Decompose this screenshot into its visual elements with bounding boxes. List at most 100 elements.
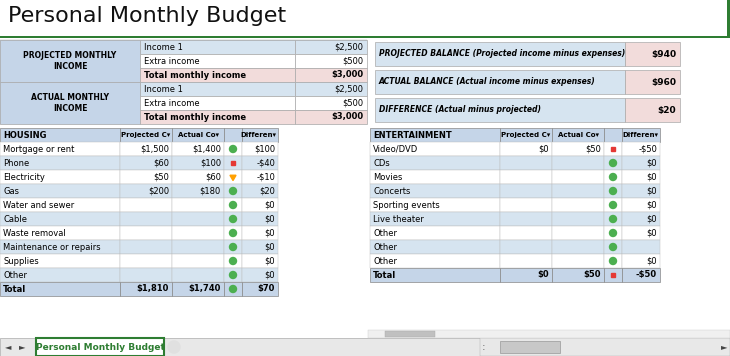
Bar [140, 54, 295, 68]
Bar [242, 128, 278, 142]
Text: $0: $0 [264, 271, 275, 279]
Bar [120, 184, 172, 198]
Circle shape [610, 188, 617, 194]
Text: Phone: Phone [3, 158, 29, 168]
Text: DIFFERENCE (Actual minus projected): DIFFERENCE (Actual minus projected) [379, 105, 541, 115]
Text: ENTERTAINMENT: ENTERTAINMENT [373, 131, 452, 140]
Text: ◄: ◄ [5, 342, 11, 351]
Circle shape [229, 244, 237, 251]
Bar [604, 254, 622, 268]
Bar [224, 142, 242, 156]
Text: $2,500: $2,500 [334, 42, 363, 52]
Bar [385, 331, 435, 337]
Bar [295, 54, 367, 68]
Bar [552, 142, 604, 156]
Bar [120, 170, 172, 184]
Bar [370, 198, 500, 212]
Circle shape [610, 257, 617, 265]
Bar [242, 240, 278, 254]
Text: $50: $50 [583, 271, 601, 279]
Bar [0, 198, 120, 212]
Bar [500, 254, 552, 268]
Text: Income 1: Income 1 [144, 42, 183, 52]
Text: Total: Total [373, 271, 396, 279]
Bar [224, 226, 242, 240]
Bar [172, 142, 224, 156]
Bar [370, 128, 500, 142]
Text: Other: Other [3, 271, 27, 279]
Text: Supplies: Supplies [3, 257, 39, 266]
Bar [500, 142, 552, 156]
Bar [120, 226, 172, 240]
Bar [625, 42, 680, 66]
Bar [625, 98, 680, 122]
Text: $500: $500 [342, 57, 363, 66]
Bar [370, 170, 500, 184]
Text: Live theater: Live theater [373, 215, 424, 224]
Bar [224, 184, 242, 198]
Bar [224, 156, 242, 170]
Text: Actual Co▾: Actual Co▾ [177, 132, 218, 138]
Text: :: : [483, 342, 485, 352]
Bar [625, 70, 680, 94]
Text: Total: Total [3, 284, 26, 293]
Bar [120, 156, 172, 170]
Text: Other: Other [373, 257, 397, 266]
Bar [224, 128, 242, 142]
Bar [370, 142, 500, 156]
Text: Personal Monthly Budget: Personal Monthly Budget [8, 6, 286, 26]
Text: $60: $60 [153, 158, 169, 168]
Bar [242, 170, 278, 184]
Text: $0: $0 [264, 229, 275, 237]
Text: Cable: Cable [3, 215, 27, 224]
Bar [224, 282, 242, 296]
Text: $1,500: $1,500 [140, 145, 169, 153]
Bar [242, 198, 278, 212]
Bar [172, 184, 224, 198]
Bar [0, 128, 120, 142]
Text: $500: $500 [342, 99, 363, 108]
Text: $1,400: $1,400 [192, 145, 221, 153]
Bar [622, 240, 660, 254]
Bar [295, 110, 367, 124]
Bar [552, 268, 604, 282]
Text: Extra income: Extra income [144, 57, 199, 66]
Text: $0: $0 [537, 271, 549, 279]
Bar [500, 170, 552, 184]
Text: $2,500: $2,500 [334, 84, 363, 94]
Text: -$50: -$50 [636, 271, 657, 279]
Bar [172, 254, 224, 268]
Text: Mortgage or rent: Mortgage or rent [3, 145, 74, 153]
Bar [622, 198, 660, 212]
Bar [604, 268, 622, 282]
Bar [242, 268, 278, 282]
Text: Total monthly income: Total monthly income [144, 112, 246, 121]
Bar [370, 254, 500, 268]
Text: $0: $0 [646, 229, 657, 237]
Bar [120, 254, 172, 268]
Bar [500, 184, 552, 198]
Bar [370, 240, 500, 254]
Bar [552, 240, 604, 254]
Bar [172, 268, 224, 282]
Text: $960: $960 [651, 78, 676, 87]
Bar [0, 268, 120, 282]
Text: $0: $0 [539, 145, 549, 153]
Circle shape [229, 286, 237, 293]
Bar [622, 226, 660, 240]
Bar [242, 184, 278, 198]
Text: $100: $100 [254, 145, 275, 153]
Bar [370, 156, 500, 170]
Bar [295, 40, 367, 54]
Bar [120, 142, 172, 156]
Text: Other: Other [373, 242, 397, 251]
Bar [0, 142, 120, 156]
Bar [0, 82, 140, 124]
Bar [224, 268, 242, 282]
Bar [604, 184, 622, 198]
Text: +: + [169, 341, 179, 351]
Bar [0, 170, 120, 184]
Circle shape [610, 173, 617, 180]
Bar [172, 128, 224, 142]
Bar [242, 212, 278, 226]
